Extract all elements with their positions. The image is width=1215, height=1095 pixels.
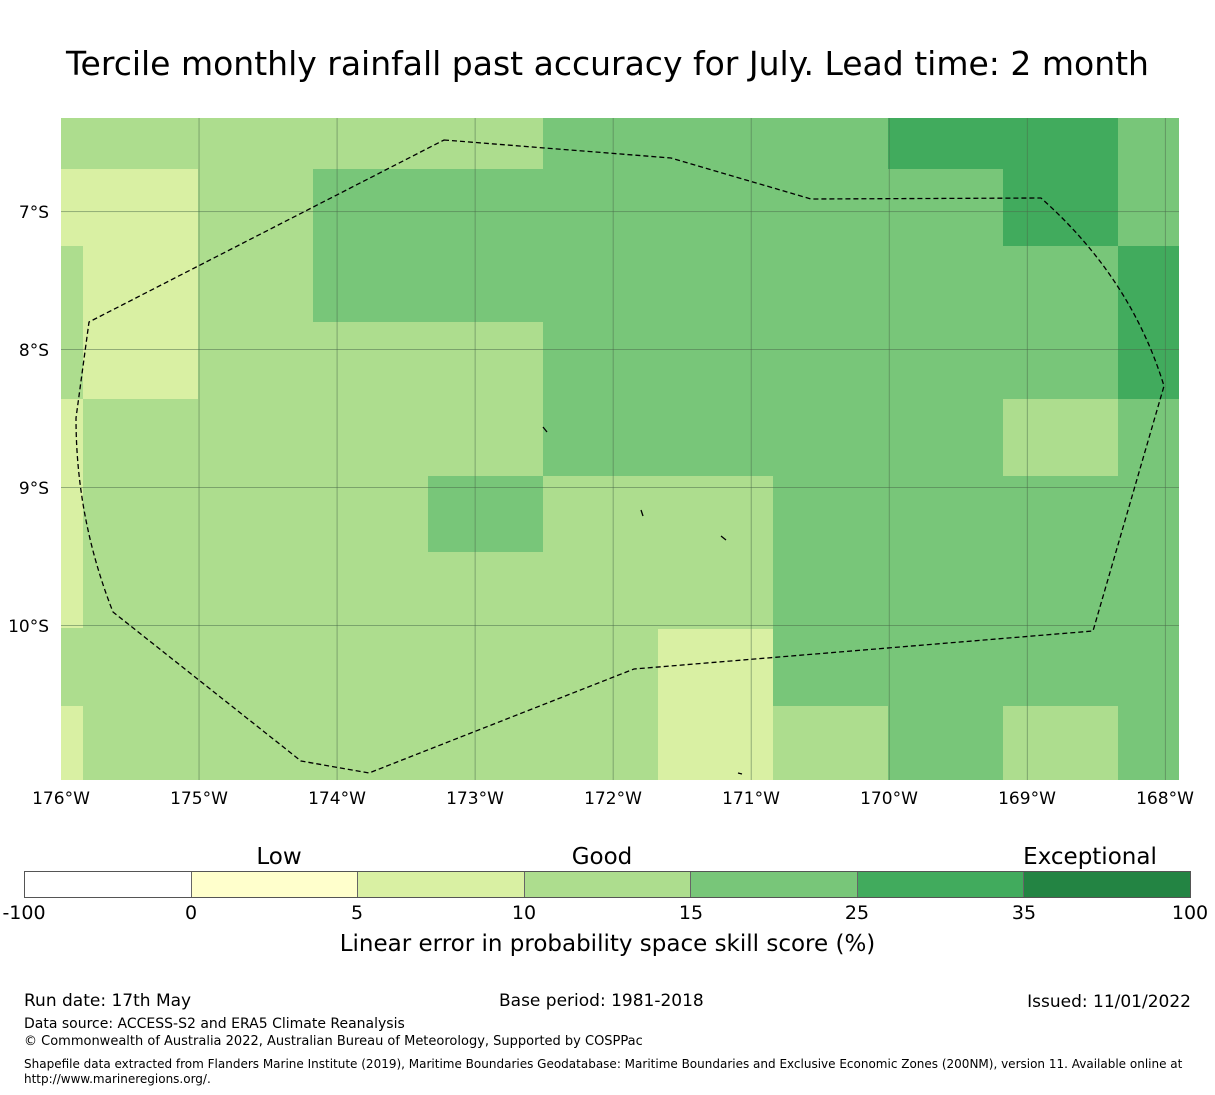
shapefile-credit: Shapefile data extracted from Flanders M… [24, 1057, 1183, 1086]
lon-label-173w: 173°W [446, 789, 504, 809]
colorbar-tick: -100 [2, 902, 46, 924]
cell [83, 246, 198, 399]
colorbar-segment [25, 872, 192, 897]
island [737, 772, 743, 775]
cell [1003, 246, 1118, 399]
map-gridlines [61, 118, 1179, 780]
colorbar-title: Linear error in probability space skill … [339, 931, 876, 957]
copyright: © Commonwealth of Australia 2022, Austra… [24, 1034, 643, 1049]
lat-label-8s: 8°S [18, 341, 49, 361]
cell [61, 399, 83, 628]
colorbar-segment [191, 872, 359, 897]
cell [313, 169, 1003, 322]
colorbar-tick: 5 [350, 902, 364, 924]
colorbar-tick: 10 [511, 902, 537, 924]
colorbar-segment [857, 872, 1025, 897]
colorbar-tick: 35 [1011, 902, 1037, 924]
cell [1003, 399, 1118, 476]
issued-date: Issued: 11/01/2022 [1027, 992, 1191, 1012]
island [542, 426, 548, 433]
island-marks [542, 426, 743, 775]
data-source: Data source: ACCESS-S2 and ERA5 Climate … [24, 1016, 405, 1032]
lon-label-172w: 172°W [584, 789, 642, 809]
lon-label-170w: 170°W [860, 789, 918, 809]
cell [1003, 706, 1118, 780]
lon-label-175w: 175°W [170, 789, 228, 809]
cell [428, 476, 543, 552]
cell [543, 118, 888, 169]
cell [1118, 399, 1179, 780]
colorbar-segment [524, 872, 692, 897]
map-title: Tercile monthly rainfall past accuracy f… [66, 44, 1149, 83]
island [640, 509, 644, 517]
base-period: Base period: 1981-2018 [499, 991, 704, 1011]
lat-label-7s: 7°S [18, 203, 49, 223]
cell [1003, 169, 1118, 246]
lon-label-168w: 168°W [1136, 789, 1194, 809]
cell [658, 629, 773, 780]
cell [1118, 118, 1179, 246]
island [720, 535, 727, 541]
colorbar-tick: 25 [844, 902, 870, 924]
colorbar-tick: 0 [184, 902, 198, 924]
lon-label-174w: 174°W [308, 789, 366, 809]
cell [773, 629, 888, 706]
lon-label-171w: 171°W [722, 789, 780, 809]
colorbar-segment [1024, 872, 1191, 897]
lat-label-10s: 10°S [8, 617, 49, 637]
colorbar-label-exceptional: Exceptional [1023, 844, 1157, 870]
colorbar-segment [691, 872, 858, 897]
cell [61, 706, 83, 780]
cell [888, 118, 1118, 169]
colorbar-tick: 100 [1171, 902, 1209, 924]
run-date: Run date: 17th May [24, 991, 192, 1011]
lon-label-169w: 169°W [998, 789, 1056, 809]
lon-label-176w: 176°W [32, 789, 90, 809]
colorbar-label-good: Good [571, 844, 633, 870]
map-canvas [61, 118, 1179, 780]
colorbar [24, 871, 1191, 898]
cell [888, 706, 1003, 780]
cell [61, 169, 198, 246]
colorbar-segment [358, 872, 525, 897]
eez-boundary [75, 139, 1165, 774]
lat-label-9s: 9°S [18, 479, 49, 499]
skill-grid-cells [61, 118, 1179, 780]
colorbar-label-low: Low [256, 844, 302, 870]
skill-map [61, 118, 1179, 780]
colorbar-tick: 15 [678, 902, 704, 924]
cell [1118, 246, 1179, 399]
